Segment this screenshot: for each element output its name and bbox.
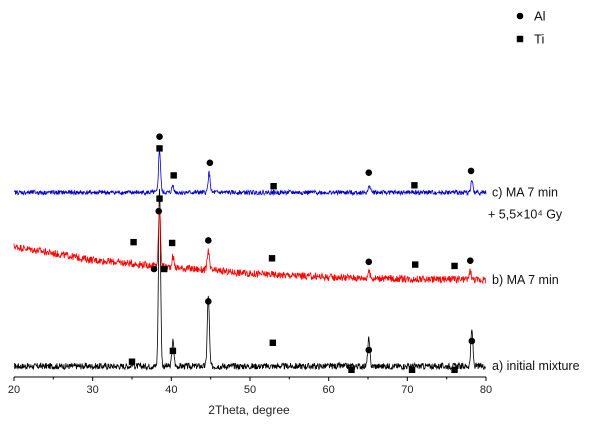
ti-marker-a-5 xyxy=(408,366,416,373)
al-marker-c-3 xyxy=(467,167,475,175)
trace-a xyxy=(13,188,487,371)
legend-ti-marker xyxy=(516,35,524,43)
al-marker-a-2 xyxy=(365,346,373,354)
ti-marker-a-2 xyxy=(169,347,177,355)
al-marker-c-2 xyxy=(365,169,373,176)
ti-marker-a-1 xyxy=(161,265,168,273)
ti-marker-a-3 xyxy=(269,339,277,346)
al-marker-c-0 xyxy=(156,133,163,140)
ti-marker-a-4 xyxy=(348,366,355,373)
ti-marker-b-4 xyxy=(412,261,419,268)
ti-marker-b-5 xyxy=(451,262,458,270)
trace-c xyxy=(13,151,487,197)
ti-marker-b-3 xyxy=(268,255,276,262)
trace-label-c: c) MA 7 min xyxy=(492,186,558,200)
legend-label-ti: Ti xyxy=(534,32,544,47)
x-tick-label-20: 20 xyxy=(8,384,20,396)
al-marker-a-0 xyxy=(150,265,158,273)
x-tick-label-50: 50 xyxy=(244,384,256,396)
al-marker-c-1 xyxy=(206,159,214,167)
ti-marker-a-6 xyxy=(451,366,458,373)
ti-marker-c-0 xyxy=(156,145,163,152)
traces xyxy=(13,151,487,371)
ti-marker-c-3 xyxy=(411,182,418,189)
al-marker-b-0 xyxy=(155,207,163,215)
x-tick-label-40: 40 xyxy=(165,384,177,396)
x-axis: 20 30 40 50 60 70 80 xyxy=(8,376,492,396)
al-marker-b-3 xyxy=(466,257,474,265)
ti-marker-c-1 xyxy=(170,172,177,179)
trace-label-b: b) MA 7 min xyxy=(492,273,559,287)
al-marker-a-3 xyxy=(468,337,476,345)
trace-label-c-dose: + 5,5×10⁴ Gy xyxy=(488,208,563,222)
trace-label-a: a) initial mixture xyxy=(492,359,580,373)
x-axis-title: 2Theta, degree xyxy=(208,403,290,417)
trace-b xyxy=(13,206,487,285)
x-tick-label-70: 70 xyxy=(401,384,413,396)
ti-marker-b-0 xyxy=(130,238,137,246)
ti-marker-b-2 xyxy=(168,239,176,247)
legend: Al Ti xyxy=(516,9,546,47)
ti-marker-a-0 xyxy=(128,358,136,365)
al-marker-b-1 xyxy=(205,237,212,244)
trace-labels: a) initial mixture b) MA 7 min c) MA 7 min… xyxy=(488,186,580,374)
al-marker-b-2 xyxy=(365,258,373,266)
x-tick-label-80: 80 xyxy=(480,384,492,396)
legend-al-marker xyxy=(516,12,524,20)
x-tick-label-30: 30 xyxy=(87,384,99,396)
phase-markers xyxy=(128,133,476,373)
legend-label-al: Al xyxy=(534,9,546,24)
ti-marker-c-2 xyxy=(270,183,277,190)
x-tick-label-60: 60 xyxy=(323,384,335,396)
ti-marker-b-1 xyxy=(156,195,163,202)
al-marker-a-1 xyxy=(205,298,212,305)
